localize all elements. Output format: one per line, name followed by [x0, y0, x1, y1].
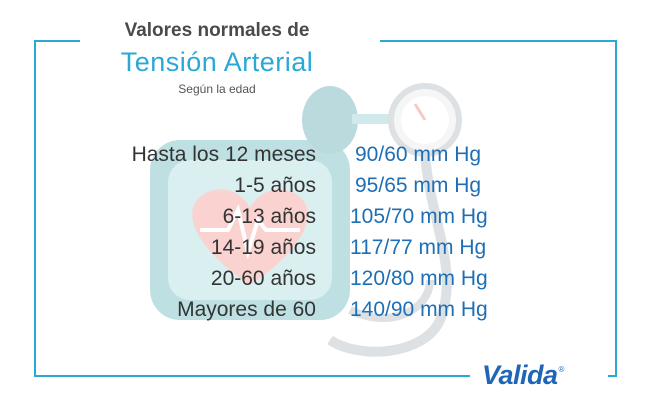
pressure-value: 105/70 mm Hg [350, 205, 488, 228]
table-row: 14-19 años 117/77 mm Hg [0, 236, 650, 266]
sphygmomanometer-icon [150, 83, 462, 357]
age-label: 1-5 años [234, 174, 316, 197]
table-row: 1-5 años 95/65 mm Hg [0, 174, 650, 204]
pressure-value: 120/80 mm Hg [350, 267, 488, 290]
pressure-value: 117/77 mm Hg [350, 236, 487, 259]
brand-name: Valida [482, 359, 558, 390]
pressure-value: 95/65 mm Hg [355, 174, 482, 197]
age-label: Mayores de 60 [177, 298, 316, 321]
page-title-highlight: Tensión Arterial [120, 47, 314, 77]
age-label: 14-19 años [210, 236, 316, 259]
page-subtitle: Según la edad [178, 82, 256, 96]
registered-mark: ® [558, 365, 565, 374]
brand-logo: Valida ® [482, 359, 564, 391]
age-label: 20-60 años [210, 267, 316, 290]
table-row: Mayores de 60 140/90 mm Hg [0, 298, 650, 328]
age-label: 6-13 años [222, 205, 316, 228]
age-label: Hasta los 12 meses [131, 143, 316, 166]
table-row: 6-13 años 105/70 mm Hg [0, 205, 650, 235]
pressure-value: 90/60 mm Hg [355, 143, 482, 166]
page-title: Valores normales de [124, 20, 310, 41]
table-row: Hasta los 12 meses 90/60 mm Hg [0, 143, 650, 173]
pressure-value: 140/90 mm Hg [350, 298, 488, 321]
table-row: 20-60 años 120/80 mm Hg [0, 267, 650, 297]
